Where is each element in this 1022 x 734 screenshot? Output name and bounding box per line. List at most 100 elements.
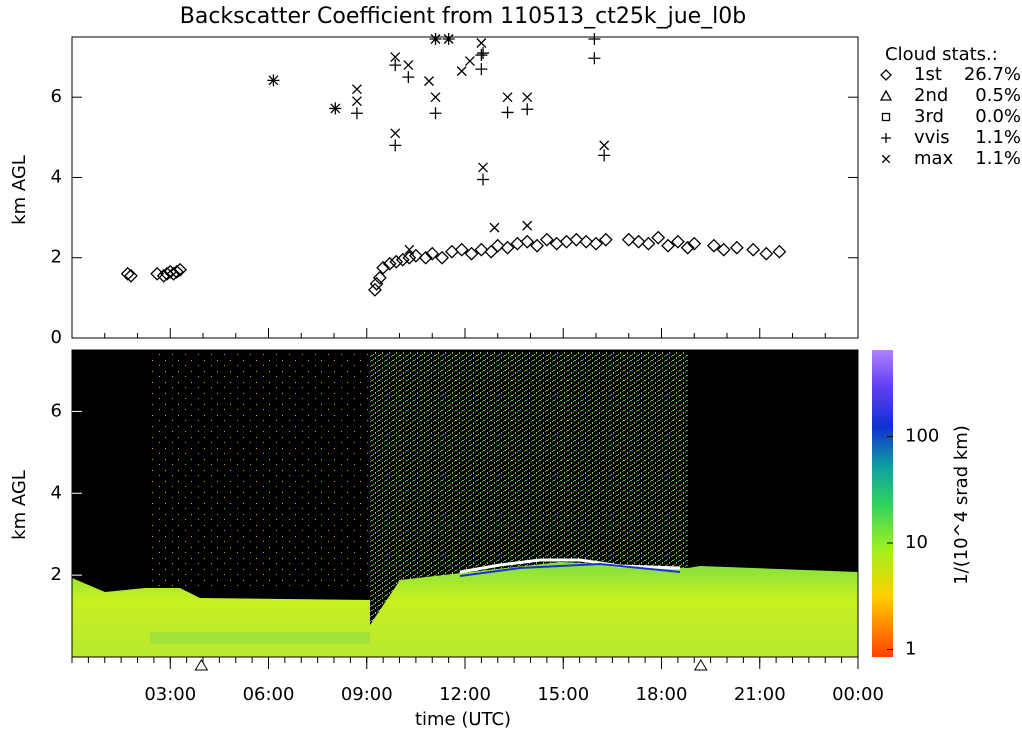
cloud-point [631, 234, 646, 249]
cloud-point [670, 234, 685, 249]
colorbar [872, 350, 893, 657]
cloud-point [476, 38, 487, 48]
cloud-point [522, 220, 533, 231]
cloud-point [389, 139, 402, 152]
cloud-point [687, 236, 702, 251]
cloud-point [120, 266, 135, 281]
cloud-point [464, 246, 479, 261]
cloud-point [369, 276, 384, 291]
cloud-point [402, 250, 417, 265]
cloud-point [430, 92, 441, 103]
cloud-point [588, 33, 601, 46]
cloud-point [475, 63, 488, 76]
cloud-point [598, 149, 611, 162]
legend-stat: 1.1% [975, 127, 1021, 148]
cloud-point [759, 246, 774, 261]
cloud-point [502, 92, 513, 103]
x-tick-label: 03:00 [144, 684, 196, 705]
legend-name: vvis [914, 127, 950, 148]
cloud-point [477, 173, 490, 186]
cloud-point [569, 232, 584, 247]
x-tick-label: 18:00 [636, 684, 688, 705]
legend-name: 1st [914, 64, 942, 85]
cloud-point [520, 234, 535, 249]
legend-stat: 0.0% [975, 106, 1021, 127]
legend-title: Cloud stats.: [885, 44, 998, 65]
cloud-point [382, 256, 397, 271]
cloud-point [424, 76, 434, 87]
legend-marker [881, 133, 891, 143]
x-tick-label: 09:00 [341, 684, 393, 705]
cloud-point [588, 52, 601, 65]
cloud-point [351, 84, 362, 95]
cloud-point [166, 266, 181, 281]
cloud-point [330, 103, 341, 114]
chart-title: Backscatter Coefficient from 110513_ct25… [180, 4, 747, 29]
cloud-point [478, 162, 488, 173]
y-tick-label: 2 [51, 247, 62, 268]
cloud-point [403, 60, 414, 71]
y-tick-label: 4 [51, 482, 62, 503]
cloud-point [429, 107, 442, 120]
cloud-point [389, 59, 402, 72]
cloud-point [444, 244, 459, 259]
cloud-point [706, 238, 721, 253]
cloud-point [435, 250, 449, 265]
x-tick-label: 12:00 [439, 684, 491, 705]
cloud-point [418, 250, 433, 265]
legend-marker [881, 112, 891, 122]
cloud-point [351, 96, 362, 107]
cloud-point [680, 240, 695, 255]
cloud-point [404, 244, 415, 255]
cloud-point [661, 238, 675, 253]
legend-name: max [914, 148, 954, 169]
cloud-point [169, 264, 184, 279]
cloud-point [368, 282, 382, 297]
legend-stat: 26.7% [964, 64, 1021, 85]
cloud-point [454, 242, 469, 257]
cloud-point [425, 246, 440, 261]
legend-name: 3rd [914, 106, 944, 127]
cloud-point [651, 230, 666, 245]
cloud-point [500, 240, 515, 255]
cloud-point [501, 106, 514, 119]
cloud-point [350, 107, 363, 120]
cloud-point [772, 244, 787, 259]
cloud-point [490, 238, 505, 253]
colorbar-tick-label: 1 [905, 638, 916, 659]
cloud-point [641, 236, 656, 251]
cloud-point [390, 128, 401, 139]
cloud-point [559, 234, 574, 249]
cloud-point [402, 71, 415, 84]
cloud-point [489, 222, 500, 233]
cloud-point [390, 52, 401, 63]
colorbar-tick-label: 10 [905, 532, 928, 553]
y-tick-label: 4 [51, 166, 62, 187]
legend-marker [879, 89, 893, 101]
cloud-point [716, 242, 731, 257]
colorbar-label: 1/(10^4 srad km) [951, 425, 972, 585]
cloud-point [477, 47, 490, 60]
legend-marker [881, 154, 891, 164]
legend-name: 2nd [914, 85, 948, 106]
y-tick-label: 0 [51, 327, 62, 348]
y-axis-label: km AGL [9, 155, 30, 225]
top-frame [71, 36, 859, 339]
x-tick-label: 15:00 [537, 684, 589, 705]
cloud-point [173, 262, 187, 277]
cloud-point [484, 244, 499, 259]
cloud-point [389, 254, 404, 269]
y-tick-label: 6 [51, 400, 62, 421]
y-tick-label: 2 [51, 564, 62, 585]
cloud-point [539, 232, 554, 247]
cloud-point [124, 268, 138, 283]
cloud-point [430, 34, 441, 44]
cloud-point [598, 232, 613, 247]
cloud-point [268, 75, 279, 86]
cloud-point [621, 232, 636, 247]
cloud-point [475, 49, 488, 62]
cloud-point [376, 260, 391, 275]
backscatter-image [72, 350, 858, 657]
x-tick-label: 21:00 [734, 684, 786, 705]
